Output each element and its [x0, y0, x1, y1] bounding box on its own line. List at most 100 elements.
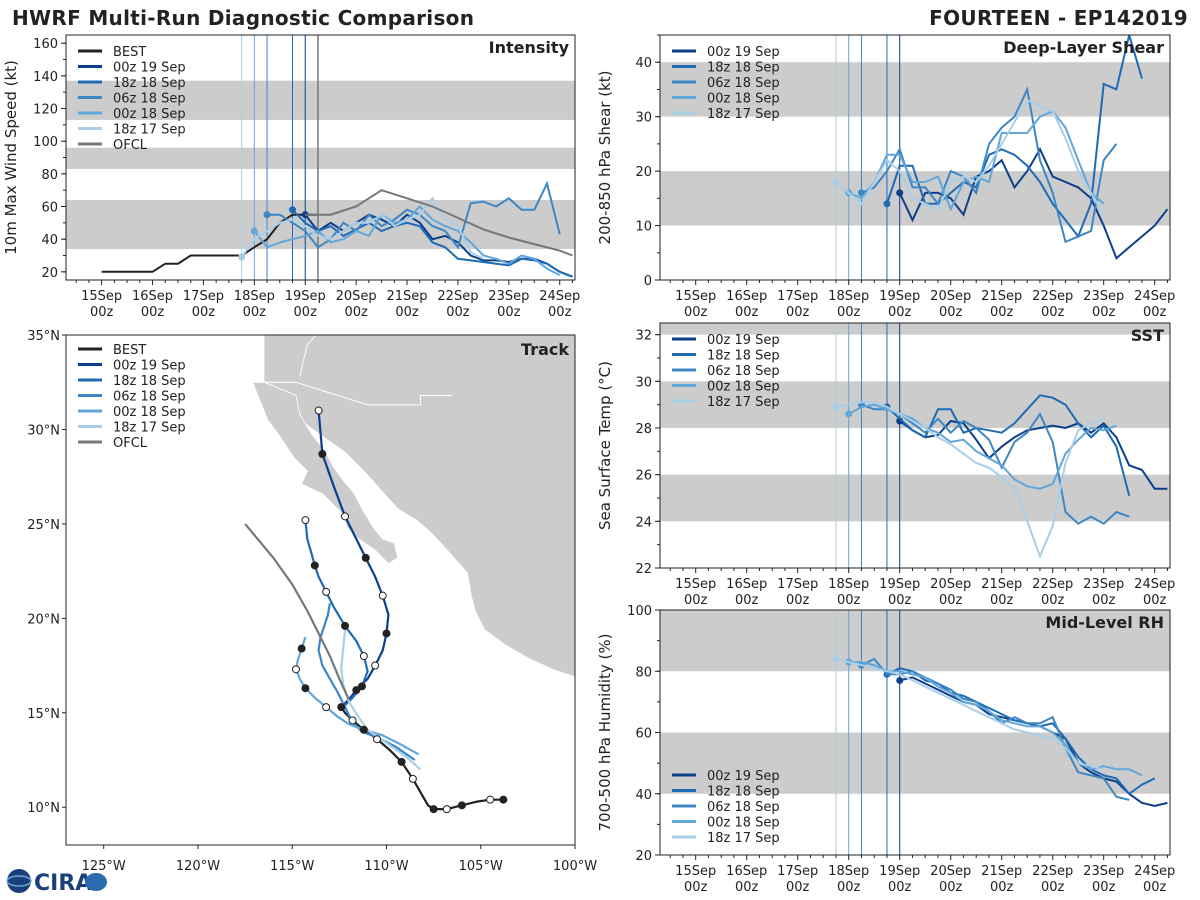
- y-tick-label: 40: [635, 788, 652, 803]
- track-line-06z-18-sep: [317, 603, 416, 761]
- x-tick-label-date: 24Sep: [539, 289, 580, 304]
- track-position-marker: [322, 703, 331, 712]
- y-axis-label: 700-500 hPa Humidity (%): [596, 633, 614, 831]
- track-position-marker: [314, 406, 323, 415]
- track-position-marker: [457, 801, 466, 810]
- track-line-best: [339, 698, 504, 811]
- longitude-label: 115°W: [270, 859, 314, 874]
- series-line-00z-18-sep: [848, 661, 1143, 777]
- legend-label: 00z 19 Sep: [113, 61, 186, 76]
- series-line-18z-17-sep: [835, 401, 1105, 560]
- series-start-marker: [238, 253, 246, 261]
- y-tick-label: 60: [41, 201, 58, 216]
- x-tick-label-hour: 00z: [141, 305, 165, 320]
- x-tick-label-hour: 00z: [1041, 305, 1065, 320]
- rh-panel: 2040608010015Sep00z16Sep00z17Sep00z18Sep…: [596, 604, 1175, 895]
- x-tick-label-hour: 00z: [90, 305, 114, 320]
- series-line-18z-18-sep: [886, 35, 1143, 239]
- track-position-marker: [310, 561, 319, 570]
- y-tick-label: 80: [635, 665, 652, 680]
- series-line-18z-18-sep: [886, 394, 1131, 496]
- x-tick-label-hour: 00z: [684, 593, 708, 608]
- series-start-marker: [845, 410, 853, 418]
- x-tick-label-date: 23Sep: [1083, 577, 1124, 592]
- land-mainland: [263, 335, 575, 678]
- x-tick-label-date: 24Sep: [1134, 577, 1175, 592]
- panel-title: Intensity: [489, 38, 570, 57]
- state-border: [299, 335, 317, 377]
- legend-label: 18z 17 Sep: [707, 107, 780, 122]
- y-tick-label: 10: [635, 220, 652, 235]
- series-line-00z-18-sep: [848, 109, 1105, 212]
- y-tick-label: 40: [635, 56, 652, 71]
- panel-title: Mid-Level RH: [1045, 613, 1164, 632]
- track-line-18z-17-sep: [340, 629, 422, 771]
- track-position-marker: [352, 686, 361, 695]
- track-position-marker: [297, 644, 306, 653]
- track-position-marker: [348, 716, 357, 725]
- legend-label: 06z 18 Sep: [113, 92, 186, 107]
- latitude-label: 25°N: [27, 518, 60, 533]
- y-axis-label: 200-850 hPa Shear (kt): [596, 71, 614, 245]
- latitude-label: 15°N: [27, 707, 60, 722]
- legend-label: 00z 19 Sep: [707, 769, 780, 784]
- legend-label: BEST: [113, 45, 146, 60]
- x-tick-label-hour: 00z: [548, 305, 572, 320]
- legend-label: 18z 17 Sep: [113, 421, 186, 436]
- y-tick-label: 20: [635, 849, 652, 864]
- plot-area: [660, 610, 1170, 855]
- series-start-marker: [896, 189, 904, 197]
- legend-label: 18z 18 Sep: [113, 76, 186, 91]
- plot-area: [660, 323, 1170, 568]
- x-tick-label-hour: 00z: [939, 880, 963, 895]
- longitude-label: 120°W: [176, 859, 220, 874]
- y-tick-label: 30: [635, 111, 652, 126]
- y-tick-label: 28: [635, 422, 652, 437]
- x-tick-label-hour: 00z: [837, 593, 861, 608]
- us-mexico-border: [252, 381, 453, 406]
- longitude-label: 100°W: [553, 859, 597, 874]
- x-tick-label-date: 16Sep: [726, 577, 767, 592]
- x-tick-label-date: 16Sep: [726, 289, 767, 304]
- x-tick-label-date: 15Sep: [81, 289, 122, 304]
- legend-label: 18z 18 Sep: [113, 374, 186, 389]
- x-tick-label-date: 17Sep: [777, 577, 818, 592]
- shear-panel: 01020304015Sep00z16Sep00z17Sep00z18Sep00…: [596, 34, 1175, 320]
- x-tick-label-hour: 00z: [1041, 593, 1065, 608]
- y-tick-label: 26: [635, 469, 652, 484]
- x-tick-label-hour: 00z: [684, 305, 708, 320]
- latitude-label: 30°N: [27, 423, 60, 438]
- y-tick-label: 160: [33, 37, 58, 52]
- threshold-band-1: [66, 147, 575, 169]
- plot-area: [66, 35, 575, 280]
- track-position-marker: [337, 703, 346, 712]
- x-tick-label-hour: 00z: [735, 880, 759, 895]
- series-start-marker: [250, 227, 258, 235]
- y-tick-label: 32: [635, 329, 652, 344]
- longitude-label: 125°W: [82, 859, 126, 874]
- track-position-marker: [291, 665, 300, 674]
- track-line-00z-18-sep: [294, 636, 420, 756]
- intensity-panel: 2040608010012014016015Sep00z16Sep00z17Se…: [2, 34, 580, 320]
- x-tick-label-hour: 00z: [1092, 305, 1116, 320]
- cira-logo: CIRA: [4, 866, 108, 896]
- track-line-18z-18-sep: [304, 519, 369, 708]
- y-axis-label: Sea Surface Temp (°C): [596, 361, 614, 530]
- legend-label: 18z 18 Sep: [707, 349, 780, 364]
- x-tick-label-date: 21Sep: [387, 289, 428, 304]
- legend-label: 06z 18 Sep: [707, 76, 780, 91]
- y-tick-label: 120: [33, 103, 58, 118]
- series-line-00z-19-sep: [899, 419, 1168, 490]
- x-tick-label-hour: 00z: [294, 305, 318, 320]
- legend-label: OFCL: [113, 436, 148, 451]
- longitude-label: 110°W: [364, 859, 408, 874]
- x-tick-label-date: 20Sep: [930, 864, 971, 879]
- series-start-marker: [263, 211, 271, 219]
- legend-label: 00z 18 Sep: [113, 405, 186, 420]
- panel-title: SST: [1131, 326, 1164, 345]
- x-tick-label-hour: 00z: [344, 305, 368, 320]
- series-start-marker: [832, 178, 840, 186]
- y-tick-label: 22: [635, 562, 652, 577]
- track-position-marker: [357, 682, 366, 691]
